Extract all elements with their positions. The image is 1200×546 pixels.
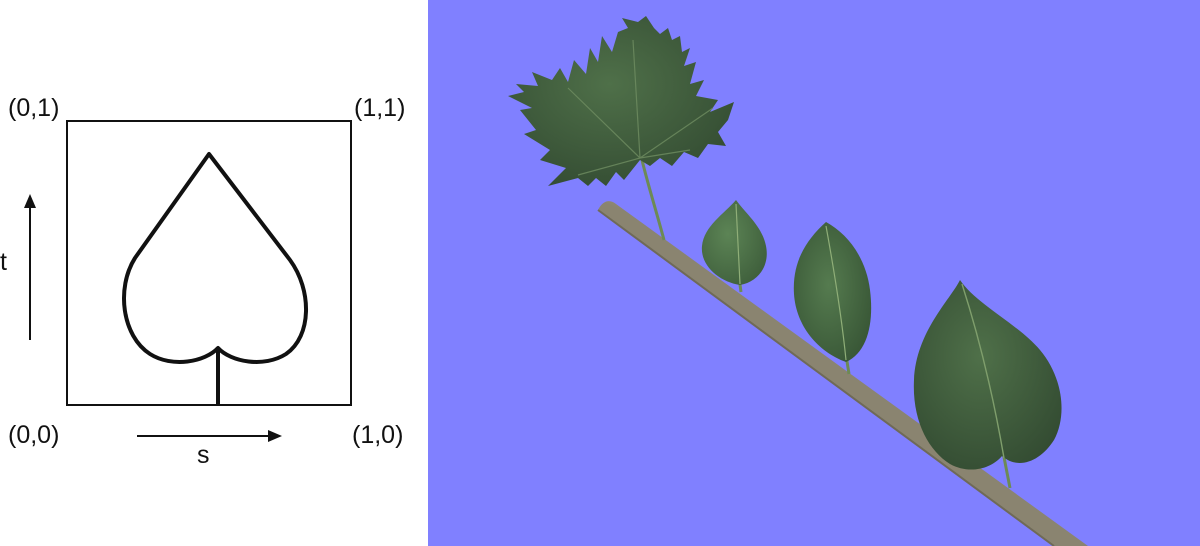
texture-square [66,120,352,406]
rendered-branch-scene [428,0,1200,546]
heart-shaped-lilac-leaf-midrib [961,283,1005,459]
branch-shadow-edge [597,209,1055,546]
small-birch-leaf-midrib [735,203,741,285]
texture-coordinate-diagram: (0,1) (1,1) (0,0) (1,0) t s [0,0,428,546]
corner-label-top-left: (0,1) [8,94,60,122]
corner-label-bottom-right: (1,0) [352,421,404,449]
s-axis-arrowhead [268,430,282,442]
leaf-outline [122,152,308,364]
corner-label-top-right: (1,1) [354,94,406,122]
texture-diagram-graphic [24,120,352,442]
oval-leaf [793,222,872,362]
s-axis-label: s [197,441,210,469]
maple-leaf-veins [567,39,714,176]
corner-label-bottom-left: (0,0) [8,421,60,449]
maple-leaf-stem [640,159,666,241]
maple-leaf [508,16,734,186]
oval-leaf-midrib [825,225,847,361]
lilac-leaf-stem [1001,451,1012,489]
t-axis-label: t [0,248,7,276]
small-birch-leaf [701,200,767,285]
t-axis-arrowhead [24,194,36,208]
render-graphic [428,0,1200,546]
